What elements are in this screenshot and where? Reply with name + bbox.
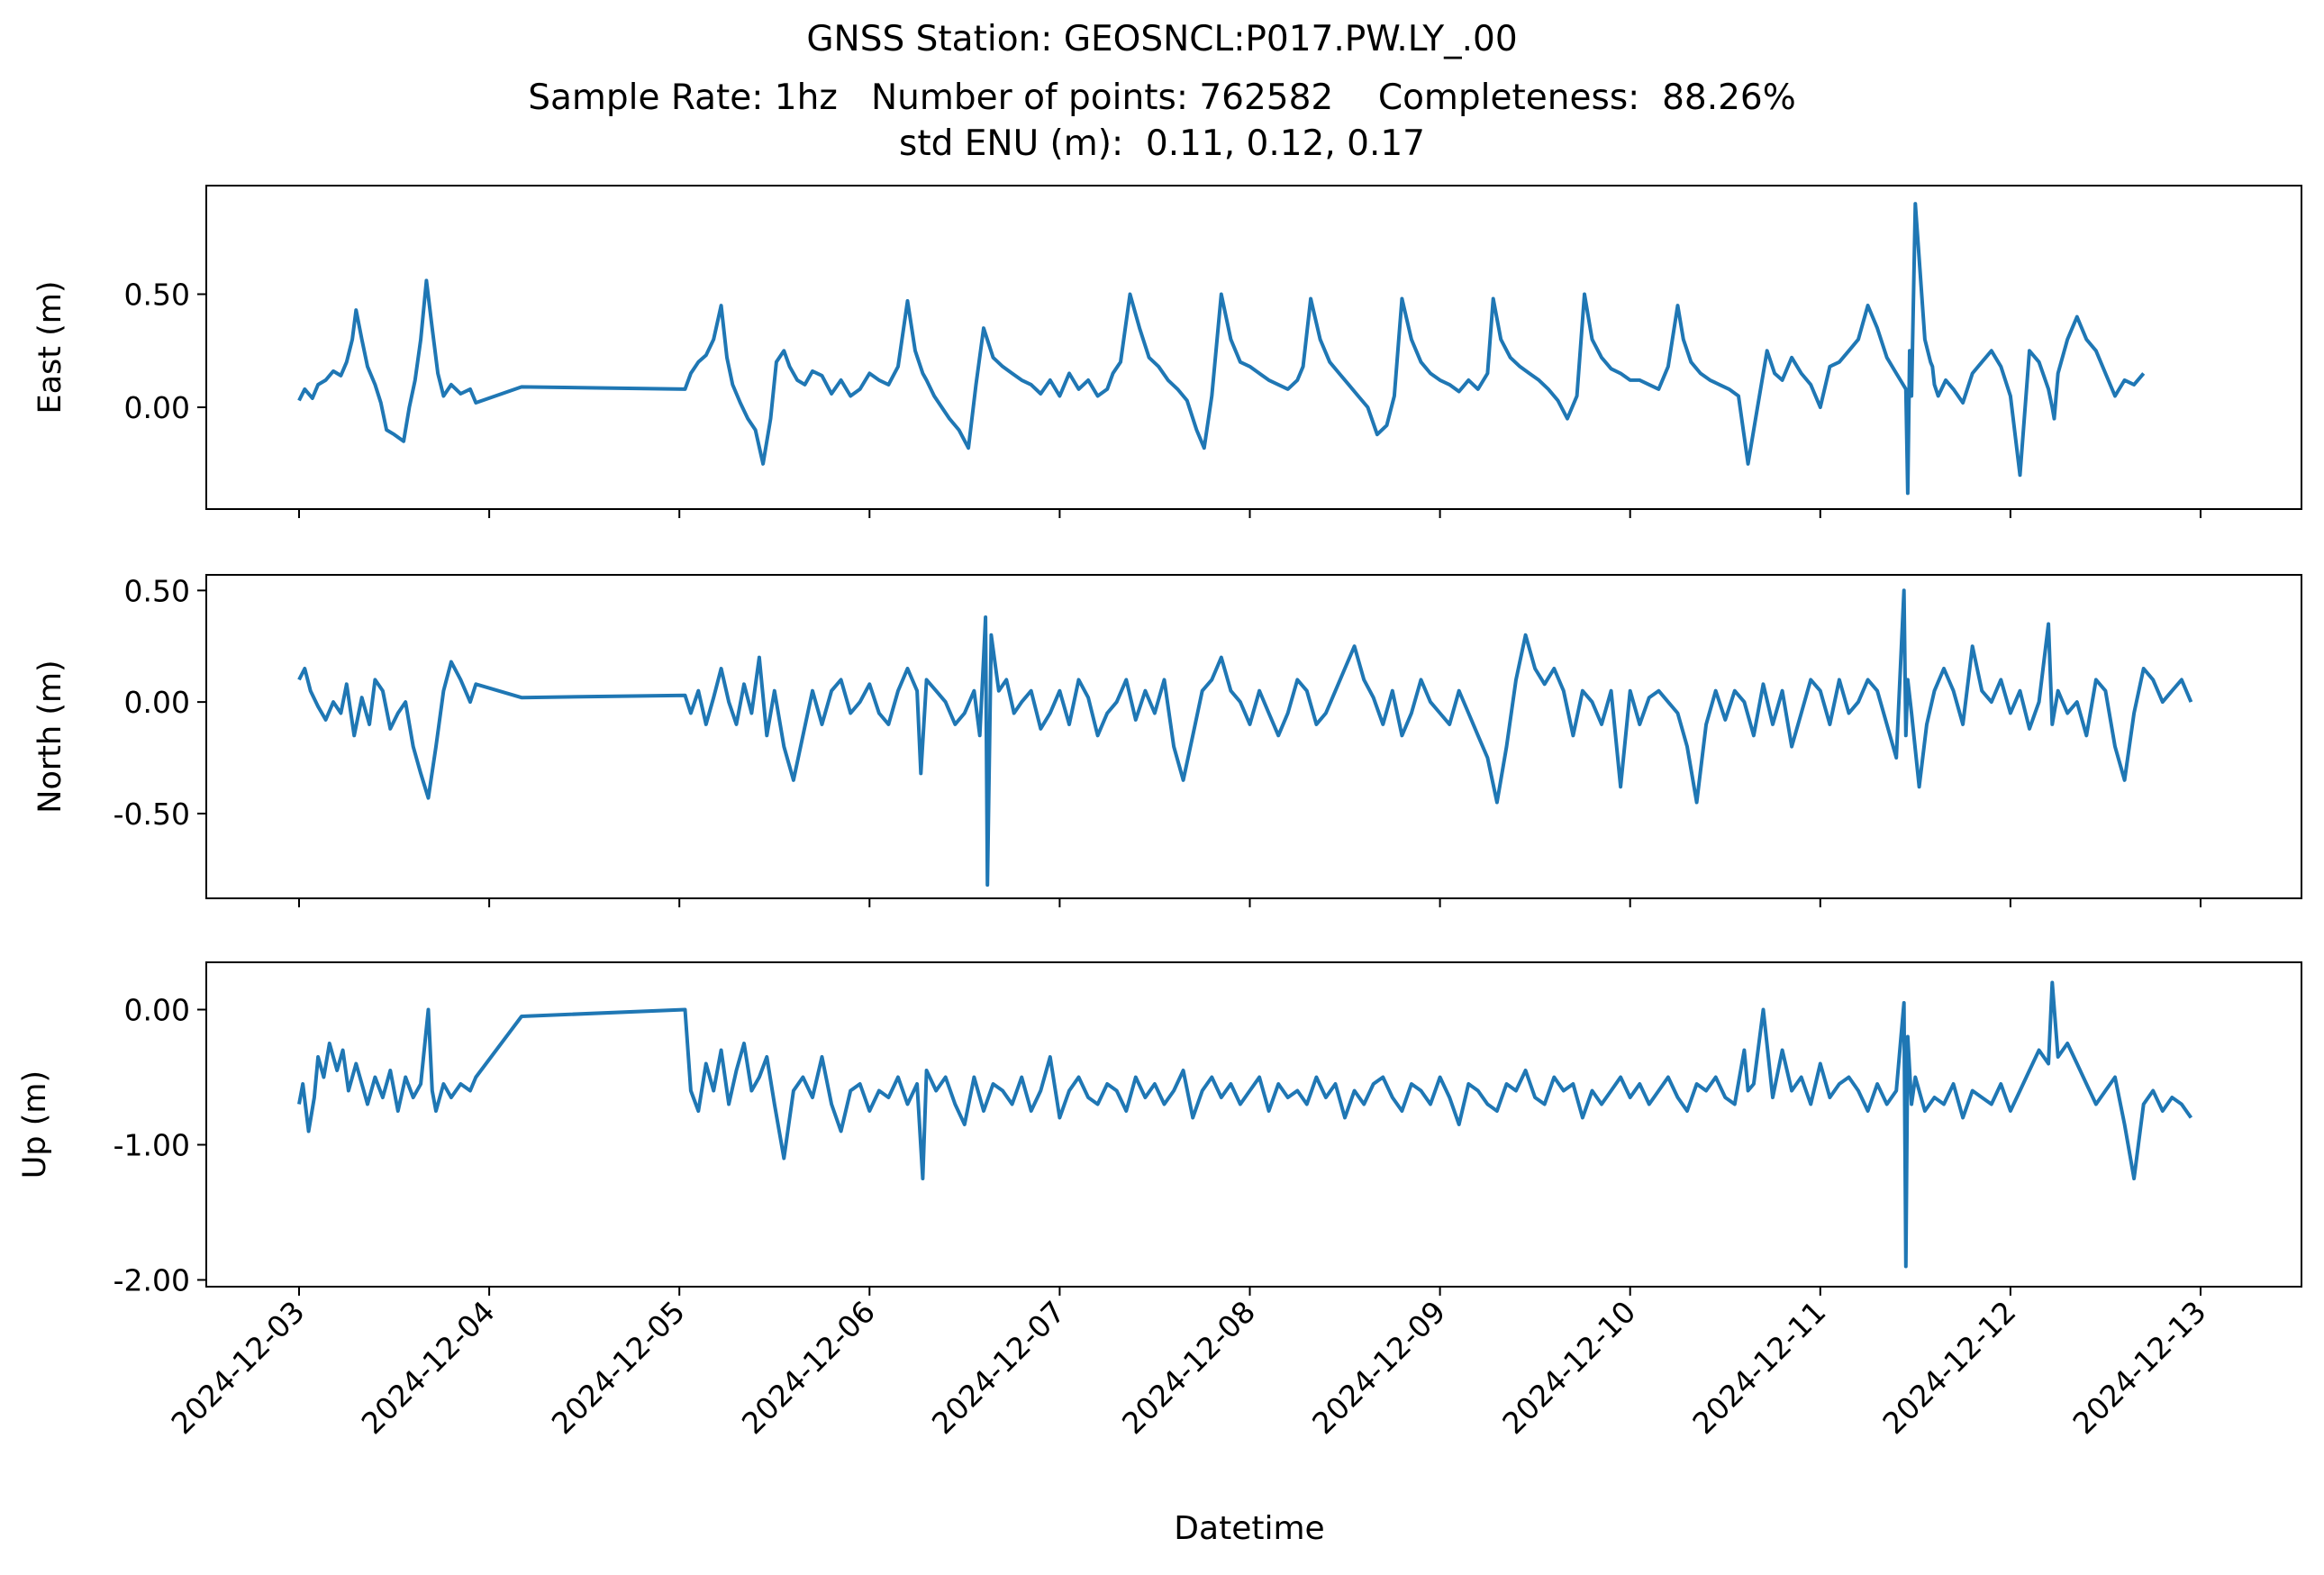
x-tick-label: 2024-12-04 bbox=[355, 1294, 502, 1441]
x-tick-label: 2024-12-08 bbox=[1115, 1294, 1262, 1441]
up-y-tick-label: -2.00 bbox=[113, 1263, 190, 1298]
north-y-tick-label: 0.00 bbox=[124, 685, 190, 720]
x-tick-label: 2024-12-11 bbox=[1685, 1294, 1832, 1441]
x-tick-label: 2024-12-05 bbox=[545, 1294, 692, 1441]
up-y-tick-label: -1.00 bbox=[113, 1128, 190, 1163]
x-tick-label: 2024-12-06 bbox=[735, 1294, 882, 1441]
north-axes-frame bbox=[205, 574, 2302, 899]
x-axis-label: Datetime bbox=[1174, 1510, 1324, 1547]
x-tick-label: 2024-12-03 bbox=[164, 1294, 311, 1441]
east-series-line bbox=[297, 202, 2146, 496]
x-tick-label: 2024-12-12 bbox=[1875, 1294, 2022, 1441]
east-axes-frame bbox=[205, 185, 2302, 510]
north-y-axis-label: North (m) bbox=[32, 660, 68, 813]
panel-up: 0.00 -1.00 -2.00 Up (m) bbox=[17, 961, 2302, 1298]
up-y-tick-label: 0.00 bbox=[124, 993, 190, 1028]
panel-east: 0.50 0.00 East (m) bbox=[32, 185, 2302, 518]
up-axes-frame bbox=[205, 961, 2302, 1288]
east-y-tick-label: 0.50 bbox=[124, 278, 190, 313]
chart-title-line-1: GNSS Station: GEOSNCL:P017.PW.LY_.00 bbox=[806, 19, 1518, 59]
up-series-line bbox=[297, 980, 2193, 1269]
chart-title-line-3: std ENU (m): 0.11, 0.12, 0.17 bbox=[899, 123, 1425, 164]
x-tick-label: 2024-12-13 bbox=[2065, 1294, 2212, 1441]
x-tick-label: 2024-12-09 bbox=[1305, 1294, 1452, 1441]
north-y-tick-label: -0.50 bbox=[113, 797, 190, 832]
chart-title-line-2: Sample Rate: 1hz Number of points: 76258… bbox=[528, 77, 1796, 118]
north-series-line bbox=[297, 588, 2193, 888]
x-tick-label: 2024-12-07 bbox=[925, 1294, 1072, 1441]
north-y-tick-label: 0.50 bbox=[124, 573, 190, 608]
east-y-tick-label: 0.00 bbox=[124, 390, 190, 425]
x-tick-label: 2024-12-10 bbox=[1495, 1294, 1642, 1441]
panel-north: 0.50 0.00 -0.50 North (m) bbox=[32, 573, 2302, 907]
shared-x-axis: 2024-12-03 2024-12-04 2024-12-05 2024-12-06… bbox=[164, 1294, 2212, 1441]
up-y-axis-label: Up (m) bbox=[17, 1070, 53, 1179]
east-y-axis-label: East (m) bbox=[32, 280, 68, 414]
